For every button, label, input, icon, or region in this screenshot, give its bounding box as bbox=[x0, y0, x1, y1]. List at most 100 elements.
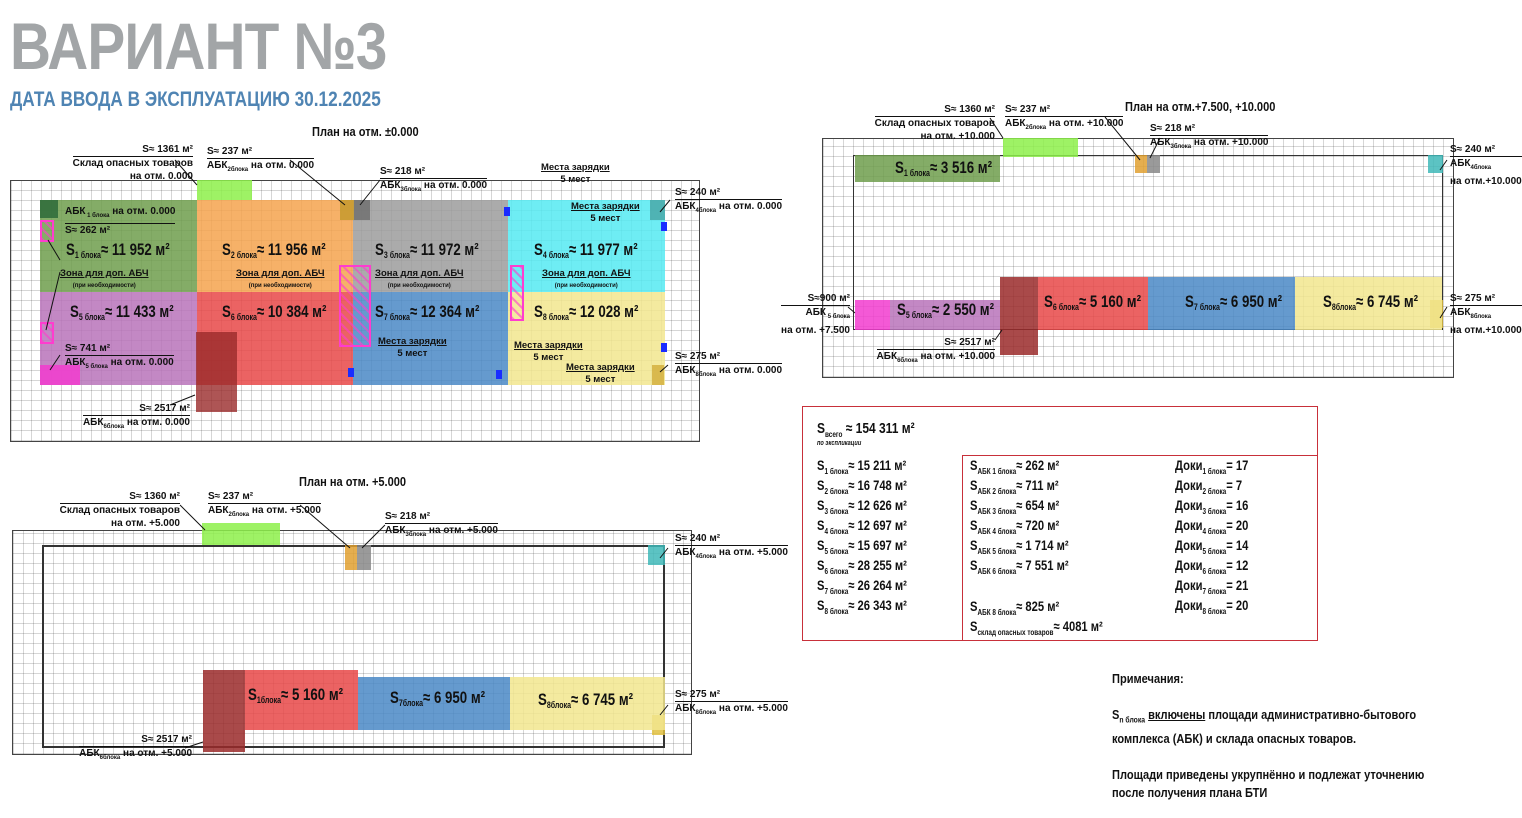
block-5-area bbox=[890, 300, 1000, 330]
area-row: SАБК 6 блока≈ 7 551 м² bbox=[970, 557, 1069, 576]
area-row: S7 блока≈ 26 264 м² bbox=[817, 577, 907, 596]
callout-text: АБК bbox=[675, 365, 696, 376]
zone-note: (при необходимости) bbox=[387, 283, 451, 289]
block-area-label: S6 блока≈ 5 160 м² bbox=[1044, 292, 1141, 312]
callout: S≈ 1360 м² Склад опасных товаров на отм. +… bbox=[874, 103, 995, 143]
note-2-line2: после получения плана БТИ bbox=[1112, 784, 1268, 800]
callout-text: S≈ 2517 м² bbox=[141, 734, 192, 745]
row-subscript: 2 блока bbox=[1202, 486, 1227, 496]
row-subscript: 1 блока bbox=[1202, 466, 1227, 476]
block-7-area bbox=[353, 292, 508, 385]
area-row: SАБК 1 блока≈ 262 м² bbox=[970, 457, 1059, 476]
area-symbol: S bbox=[534, 240, 543, 259]
block-area-label: S1блока≈ 5 160 м² bbox=[248, 685, 343, 705]
abk-6-area bbox=[203, 670, 245, 752]
callout-line: S≈ 240 м² bbox=[1450, 143, 1522, 157]
callout-line: S≈ 275 м² bbox=[1450, 292, 1522, 306]
callout-subscript: 2блока bbox=[228, 512, 250, 518]
docks-label: Доки bbox=[1175, 497, 1203, 513]
block-4-area bbox=[508, 200, 665, 292]
callout-subscript: 4блока bbox=[695, 208, 717, 214]
callout-text: S≈ 218 м² bbox=[380, 166, 426, 177]
row-value: ≈ 26 343 м² bbox=[848, 597, 907, 613]
additional-abk-zone-hatch bbox=[40, 322, 54, 344]
area-subscript: 1блока bbox=[256, 695, 281, 705]
block-1-area bbox=[40, 200, 197, 292]
callout-line: S≈ 237 м² bbox=[1005, 103, 1124, 117]
callout: S≈ 240 м² АБК4блока на отм.+10.000 bbox=[1450, 143, 1522, 188]
charging-count: 5 мест bbox=[585, 374, 616, 385]
row-subscript: АБК 6 блока bbox=[977, 566, 1017, 576]
abk-2-area bbox=[345, 545, 357, 570]
abk-1-area bbox=[40, 200, 58, 218]
callout: S≈ 741 м² АБК5 блока на отм. 0.000 bbox=[65, 342, 174, 374]
row-value: ≈ 720 м² bbox=[1016, 517, 1060, 533]
callout-level: на отм. +10.000 bbox=[917, 351, 995, 362]
callout-line: АБК4блока на отм. 0.000 bbox=[675, 200, 782, 218]
callout: S≈ 218 м² АБК3блока на отм. +5.000 bbox=[385, 510, 498, 542]
callout-line: S≈ 218 м² bbox=[1150, 122, 1269, 136]
zone-label: Зона для доп. АБЧ bbox=[236, 268, 325, 279]
callout-text: на отм. +7.500 bbox=[781, 325, 850, 336]
callout-line: S≈ 2517 м² bbox=[876, 336, 995, 350]
callout-text: АБК bbox=[65, 206, 86, 217]
callout-line: АБК5 блока на отм. 0.000 bbox=[65, 356, 174, 374]
charging-label: Места зарядки 5 мест bbox=[566, 362, 635, 386]
callout-line: S≈ 240 м² bbox=[675, 186, 783, 200]
plan-title-7500-10000: План на отм.+7.500, +10.000 bbox=[1125, 99, 1276, 114]
callout-level: на отм. 0.000 bbox=[421, 180, 488, 191]
callout-text: АБК bbox=[385, 525, 406, 536]
callout-line: Склад опасных товаров bbox=[60, 504, 180, 517]
callout-line: S≈ 741 м² bbox=[65, 342, 174, 356]
row-value: ≈ 1 714 м² bbox=[1016, 537, 1069, 553]
charging-spot bbox=[661, 343, 667, 352]
row-subscript: 4 блока bbox=[1202, 526, 1227, 536]
callout: S≈ 240 м² АБК4блока на отм. +5.000 bbox=[675, 532, 788, 564]
area-row: Sсклад опасных товаров≈ 4081 м² bbox=[970, 618, 1103, 637]
area-row: S8 блока≈ 26 343 м² bbox=[817, 597, 907, 616]
callout-subscript: 3блока bbox=[400, 187, 422, 193]
callout: S≈ 1361 м² Склад опасных товаров на отм. 0… bbox=[72, 143, 193, 183]
block-7-area bbox=[358, 677, 510, 730]
docks-label: Доки bbox=[1175, 517, 1203, 533]
area-symbol: S bbox=[1185, 292, 1194, 311]
abk-8-area bbox=[652, 365, 664, 385]
area-subscript: 6 блока bbox=[230, 312, 257, 322]
callout-level: на отм. 0.000 bbox=[109, 206, 176, 217]
block-6-area bbox=[1038, 277, 1148, 330]
callout-text: S≈ 237 м² bbox=[1005, 104, 1051, 115]
page-title: ВАРИАНТ №3 bbox=[10, 9, 387, 83]
docks-row: Доки4 блока= 20 bbox=[1175, 517, 1248, 536]
row-value: = 20 bbox=[1226, 597, 1249, 613]
area-value: ≈ 6 745 м² bbox=[570, 690, 634, 709]
area-row: SАБК 4 блока≈ 720 м² bbox=[970, 517, 1059, 536]
area-row: S6 блока≈ 28 255 м² bbox=[817, 557, 907, 576]
callout-subscript: 2блока bbox=[227, 167, 249, 173]
area-symbol: S bbox=[70, 302, 79, 321]
block-area-label: S2 блока≈ 11 956 м² bbox=[222, 240, 326, 260]
row-value: ≈ 26 264 м² bbox=[848, 577, 907, 593]
callout-line: АБК3блока на отм. 0.000 bbox=[380, 179, 487, 197]
callout-level: на отм. +10.000 bbox=[1046, 118, 1124, 129]
row-subscript: 7 блока bbox=[824, 586, 849, 596]
callout-text: АБК bbox=[1450, 307, 1471, 318]
row-subscript: АБК 2 блока bbox=[977, 486, 1017, 496]
area-symbol: S bbox=[970, 537, 978, 553]
callout-text: АБК bbox=[675, 201, 696, 212]
abk-6-area bbox=[1000, 277, 1038, 355]
block-1-area bbox=[855, 155, 1000, 182]
callout-line: S≈ 262 м² bbox=[65, 224, 175, 237]
callout-text: Склад опасных товаров bbox=[72, 158, 193, 169]
area-symbol: S bbox=[970, 457, 978, 473]
callout-subscript: 4блока bbox=[695, 554, 717, 560]
area-value: ≈ 5 160 м² bbox=[1078, 292, 1142, 311]
area-subscript: 8блока bbox=[1331, 302, 1356, 312]
callout-text: на отм. 0.000 bbox=[129, 171, 193, 182]
row-value: ≈ 15 697 м² bbox=[848, 537, 907, 553]
area-symbol: S bbox=[248, 685, 257, 704]
callout-text: Склад опасных товаров bbox=[59, 505, 180, 516]
callout-text: S≈900 м² bbox=[807, 293, 850, 304]
area-value: ≈ 11 972 м² bbox=[409, 240, 479, 259]
callout-level: на отм. +5.000 bbox=[716, 547, 788, 558]
abk-2-area bbox=[1135, 155, 1147, 173]
